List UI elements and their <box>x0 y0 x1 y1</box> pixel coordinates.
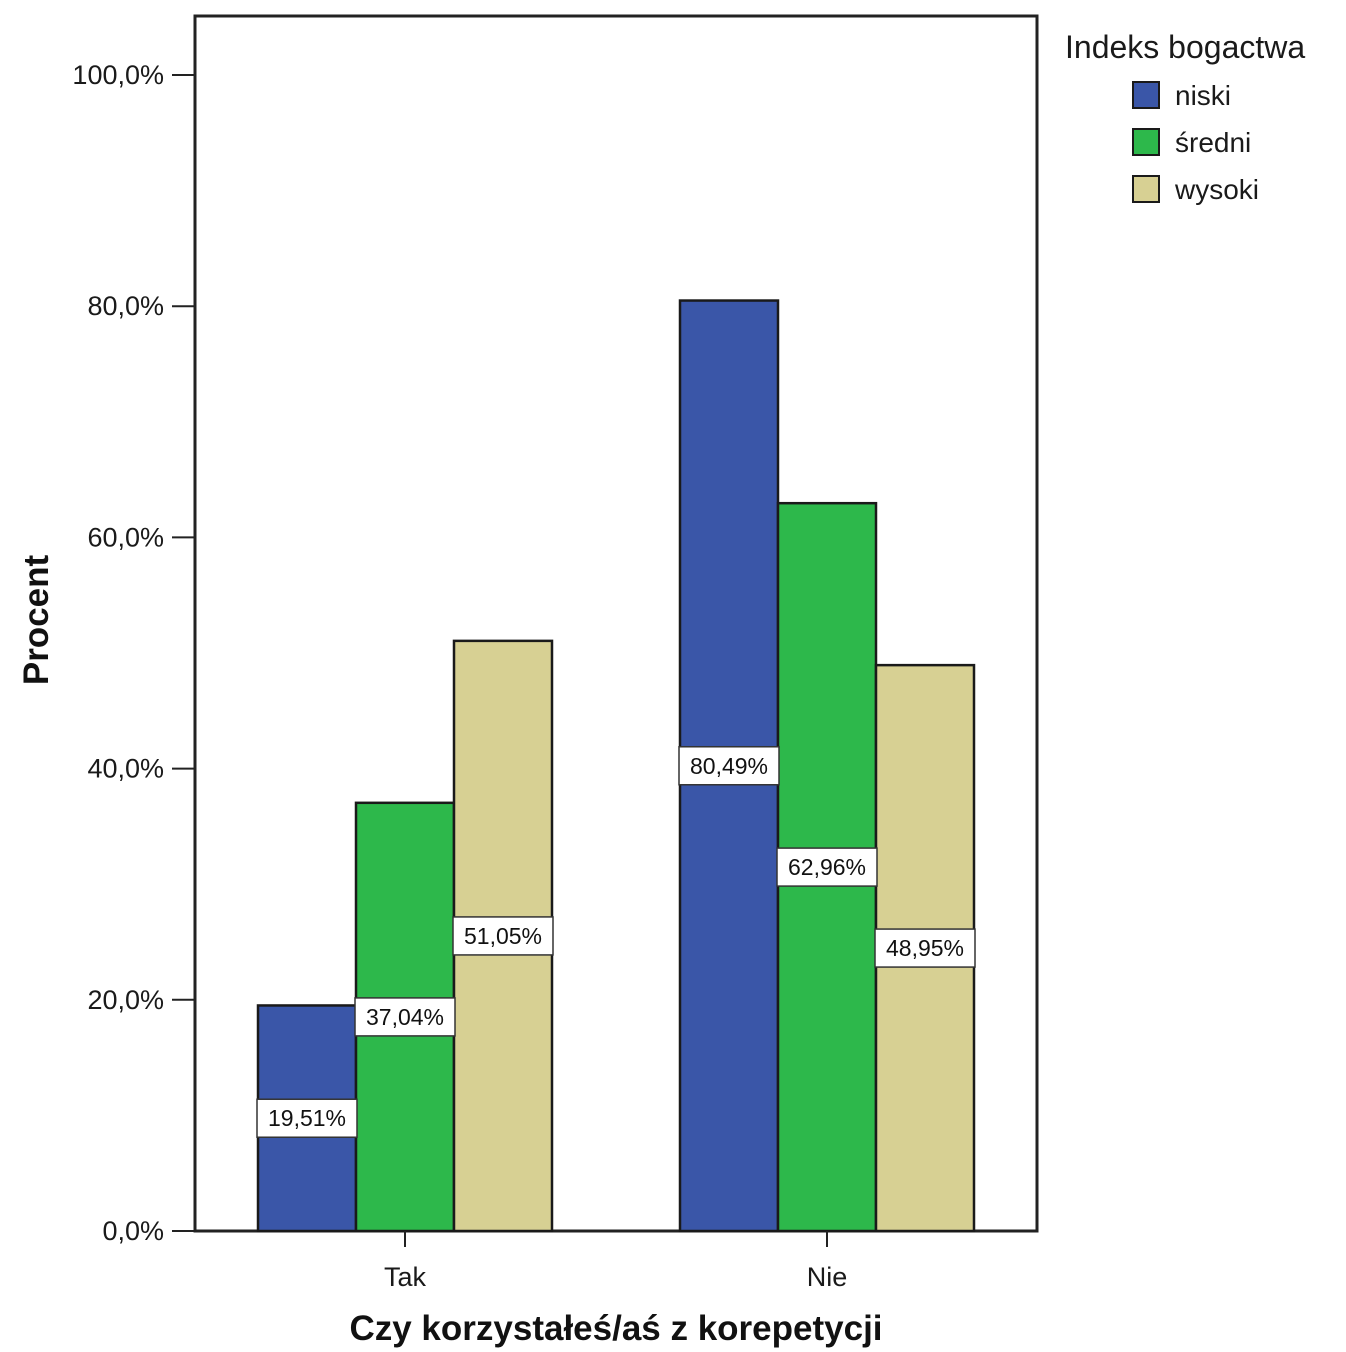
data-label-box <box>874 928 976 968</box>
y-tick-label: 20,0% <box>87 985 164 1015</box>
data-label: 51,05% <box>464 923 542 949</box>
legend: Indeks bogactwa niski średni wysoki <box>1065 29 1305 205</box>
y-tick-label: 100,0% <box>72 60 164 90</box>
legend-label: niski <box>1175 80 1231 111</box>
data-label-box <box>678 746 780 786</box>
data-label: 62,96% <box>788 854 866 880</box>
data-label: 37,04% <box>366 1004 444 1030</box>
y-tick-label: 40,0% <box>87 754 164 784</box>
x-axis-title: Czy korzystałeś/aś z korepetycji <box>349 1309 882 1348</box>
x-tick-label: Nie <box>807 1262 848 1292</box>
data-label: 80,49% <box>690 753 768 779</box>
legend-swatch-średni <box>1132 128 1160 156</box>
data-label-box <box>776 847 878 887</box>
legend-swatch-wysoki <box>1132 175 1160 203</box>
y-tick-label: 80,0% <box>87 291 164 321</box>
y-tick-label: 0,0% <box>102 1216 164 1246</box>
data-labels-group: 19,51% 37,04% 51,05% 80,49% 62,96% 48,95% <box>256 746 976 1138</box>
legend-title: Indeks bogactwa <box>1065 29 1305 65</box>
data-label-box <box>452 916 554 956</box>
y-tick-label: 60,0% <box>87 522 164 552</box>
data-label: 48,95% <box>886 935 964 961</box>
data-label-box <box>354 997 456 1037</box>
legend-swatch-niski <box>1132 81 1160 109</box>
y-axis: 0,0% 20,0% 40,0% 60,0% 80,0% 100,0% <box>72 60 195 1246</box>
x-axis: Tak Nie <box>384 1231 847 1292</box>
y-axis-title: Procent <box>17 555 56 686</box>
legend-label: średni <box>1175 127 1251 158</box>
legend-label: wysoki <box>1174 174 1259 205</box>
bars-group <box>256 299 976 1233</box>
data-label-box <box>256 1098 358 1138</box>
legend-items: niski średni wysoki <box>1132 80 1259 205</box>
data-label: 19,51% <box>268 1105 346 1131</box>
x-tick-label: Tak <box>384 1262 427 1292</box>
